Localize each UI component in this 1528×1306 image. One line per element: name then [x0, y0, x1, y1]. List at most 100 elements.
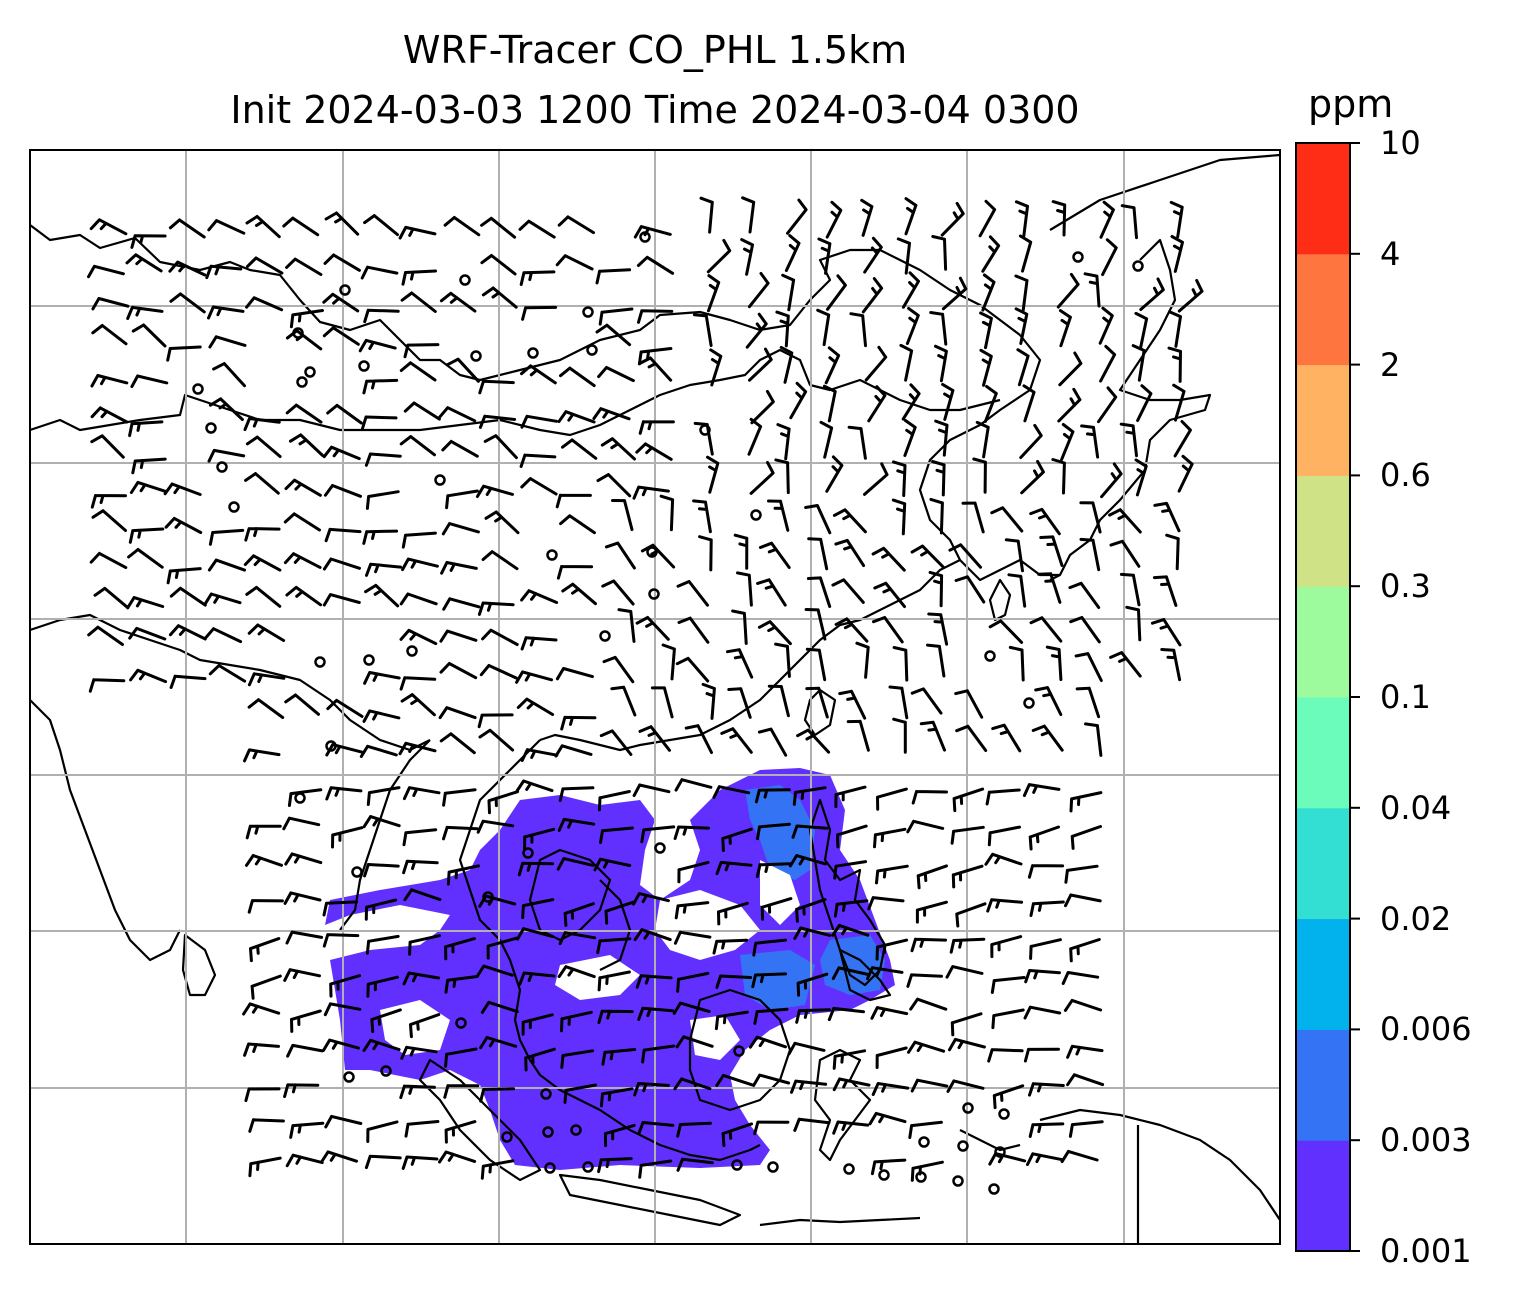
wind-barb [929, 311, 948, 346]
wind-barb [290, 1009, 322, 1033]
wind-barb [1008, 645, 1025, 682]
wind-barb [875, 864, 909, 885]
wind-barb [402, 971, 441, 986]
wind-barb [1108, 508, 1142, 534]
wind-barb [804, 608, 827, 641]
wind-barb [284, 852, 323, 866]
wind-barb [979, 348, 993, 387]
wind-barb [855, 641, 870, 679]
wind-barb [834, 538, 866, 568]
wind-barb [975, 420, 990, 459]
wind-barb [927, 612, 949, 646]
wind-barb [871, 1082, 910, 1096]
wind-barb [558, 931, 597, 946]
wind-calm-marker [228, 501, 240, 513]
wind-barb [733, 533, 749, 570]
wind-barb [478, 728, 515, 752]
wind-barb [872, 616, 904, 644]
wind-barb [748, 347, 773, 382]
wind-barb [990, 976, 1026, 994]
wind-barb [438, 1150, 477, 1164]
wind-barb [638, 1159, 673, 1179]
wind-barb [945, 965, 984, 979]
wind-calm-marker [542, 1126, 554, 1138]
wind-barb [168, 218, 206, 239]
wind-barb [727, 687, 752, 719]
wind-calm-marker [406, 645, 418, 657]
wind-barb [560, 715, 597, 731]
wind-barb [774, 458, 790, 495]
wind-barb [287, 788, 323, 807]
wind-barb [595, 323, 632, 347]
wind-barb [891, 498, 907, 536]
wind-barb [561, 438, 598, 460]
wind-calm-marker [998, 1108, 1010, 1120]
wind-barb [715, 860, 753, 876]
wind-barb [661, 643, 676, 681]
wind-barb [611, 499, 634, 532]
wind-barb [441, 522, 480, 536]
wind-barb [1056, 272, 1080, 309]
wind-barb [479, 1036, 518, 1050]
wind-barb [593, 857, 632, 872]
wind-barb [399, 361, 437, 382]
coast-gulf-thailand [528, 848, 612, 942]
wind-calm-marker [654, 842, 666, 854]
wind-barb [756, 578, 787, 607]
wind-barb [322, 933, 360, 948]
wind-barb [207, 219, 246, 235]
wind-barb [699, 196, 714, 234]
wind-barb [638, 420, 675, 435]
wind-barb [955, 724, 988, 752]
wind-barb [1023, 1005, 1062, 1020]
wind-barb [403, 888, 442, 902]
wind-barb [366, 1120, 399, 1143]
wind-barb [245, 824, 282, 840]
wind-barb [640, 543, 676, 569]
wind-barb [90, 374, 129, 388]
wind-barb [320, 1150, 358, 1164]
wind-barb [404, 1120, 440, 1138]
wind-barb [834, 617, 869, 643]
wind-barb [323, 253, 361, 272]
wind-barb [790, 1079, 828, 1094]
wind-barb [1064, 864, 1099, 884]
wind-barb [596, 473, 632, 498]
wind-barb [1152, 575, 1178, 607]
wind-barb [1100, 462, 1123, 499]
coast-china-interior [30, 348, 1001, 437]
wind-barb [444, 937, 476, 961]
wind-calm-marker [205, 422, 217, 434]
wind-barb [910, 687, 943, 715]
wind-barb [826, 274, 847, 311]
wind-barb [364, 583, 400, 608]
coast-china-east [918, 334, 1060, 582]
wind-barb [402, 786, 441, 801]
wind-barb [659, 494, 675, 532]
wind-barb [1020, 460, 1045, 495]
wind-barb [701, 682, 716, 720]
wind-barb [91, 324, 128, 346]
wind-barb [715, 1073, 754, 1087]
wind-barb [91, 297, 130, 311]
wind-barb [480, 254, 517, 276]
coast-india-west [30, 699, 181, 962]
wind-barb [520, 414, 559, 429]
wind-barb [736, 571, 753, 607]
wind-barb [247, 698, 285, 719]
wind-barb [556, 857, 595, 871]
wind-barb [517, 861, 555, 877]
wind-barb [559, 514, 596, 535]
wind-barb [721, 827, 753, 852]
wind-calm-marker [296, 376, 308, 388]
wind-barb [1136, 384, 1153, 422]
wind-barb [706, 455, 720, 494]
wind-barb [515, 779, 554, 793]
colorbar-segment [1296, 364, 1350, 476]
wind-barb [324, 527, 362, 543]
wind-barb [1098, 306, 1114, 345]
wind-barb [284, 693, 320, 716]
wind-barb [325, 743, 364, 757]
wind-barb [978, 199, 997, 238]
wind-barb [795, 898, 827, 923]
